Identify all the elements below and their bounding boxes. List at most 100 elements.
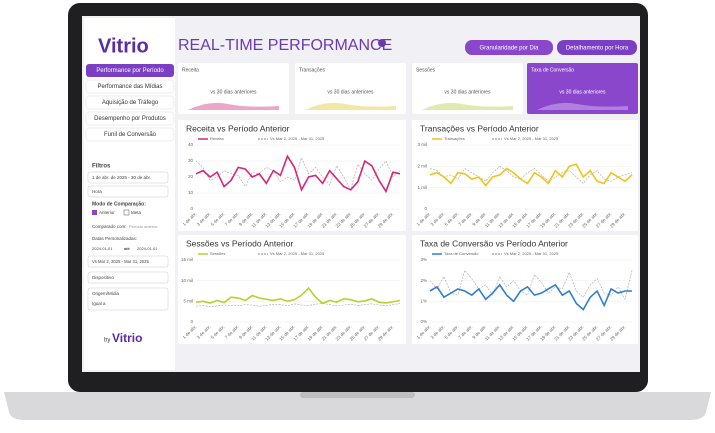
checkbox[interactable]: [92, 210, 97, 215]
kpi-sparkline: [537, 102, 628, 110]
page-title: REAL-TIME PERFORMANCE: [178, 37, 392, 54]
legend-label: Vs Mar 2, 2025 - Mar 31, 2025: [504, 251, 559, 256]
kpi-label: Receita: [182, 67, 199, 73]
y-tick-label: 40: [188, 142, 194, 147]
legend-label: Receita: [210, 136, 224, 141]
chart-title: Transações vs Período Anterior: [420, 123, 539, 133]
kpi-label: Transações: [299, 67, 325, 73]
kpi-note: vs 30 dias anteriores: [444, 89, 491, 95]
menu-item[interactable]: [85, 95, 175, 110]
chart-panel: [412, 120, 638, 231]
menu-label[interactable]: Aquisição de Tráfego: [102, 100, 159, 106]
kpi-sparkline: [422, 102, 513, 110]
button-label[interactable]: Granularidade por Dia: [479, 46, 539, 52]
series-line: [195, 156, 401, 191]
menu-item[interactable]: [85, 79, 175, 94]
legend-label: Vs Mar 2, 2025 - Mar 31, 2025: [504, 136, 559, 141]
legend-label: Transações: [444, 136, 465, 141]
compared-with: Comparado com:: [92, 224, 127, 229]
y-tick-label: 20: [188, 174, 194, 179]
compared-value[interactable]: Período anterior: [129, 224, 158, 229]
filters-title: Filtros: [92, 164, 111, 170]
date-to[interactable]: 2024-01-01: [137, 246, 158, 251]
y-tick-label: 1 mil: [417, 185, 427, 190]
series-line: [429, 283, 632, 311]
menu-label[interactable]: Funil de Conversão: [104, 132, 157, 138]
y-tick-label: 3 mil: [417, 142, 427, 147]
y-tick-label: 5 mil: [183, 299, 193, 304]
compare-range[interactable]: Vs Mar 2, 2025 - Mar 31, 2025: [92, 259, 149, 264]
checkbox[interactable]: [123, 209, 130, 216]
kpi-sparkline: [188, 102, 279, 110]
chart-title: Taxa de Conversão vs Período Anterior: [420, 238, 568, 248]
y-tick-label: 10: [188, 190, 194, 195]
series-line: [195, 154, 401, 194]
operator[interactable]: Igual a: [92, 301, 106, 306]
menu-label[interactable]: Performance por Período: [96, 68, 164, 74]
series-line: [429, 165, 633, 184]
y-tick-label: 15 mil: [181, 257, 193, 262]
y-tick-label: 30: [188, 158, 194, 163]
custom-dates: Datas Personalizadas:: [92, 236, 137, 241]
series-line: [195, 286, 401, 305]
legend-label: Taxa de Conversão: [444, 251, 479, 256]
chart-title: Sessões vs Período Anterior: [186, 238, 293, 248]
chart-panel: [178, 235, 406, 344]
menu-item[interactable]: [86, 64, 174, 77]
logo: Vitrio: [98, 35, 149, 57]
kpi-note: vs 30 dias anteriores: [559, 89, 606, 95]
option[interactable]: Anterior: [99, 210, 115, 215]
kpi-card: [412, 63, 523, 114]
option[interactable]: Meta: [131, 210, 142, 215]
kpi-card: [178, 63, 289, 114]
laptop-notch: [300, 392, 415, 398]
date-range[interactable]: 1 de abr. de 2025 - 30 de abr.: [92, 175, 151, 180]
legend-label: Sessões: [210, 251, 225, 256]
until: até: [124, 246, 131, 251]
select[interactable]: [87, 271, 169, 284]
menu-label[interactable]: Performance das Mídias: [97, 84, 162, 90]
series-line: [195, 303, 401, 308]
kpi-note: vs 30 dias anteriores: [327, 89, 374, 95]
kpi-note: vs 30 dias anteriores: [210, 89, 257, 95]
kpi-card: [527, 63, 638, 114]
y-tick-label: 3%: [420, 257, 427, 262]
select[interactable]: [87, 171, 169, 184]
y-tick-label: 1%: [420, 299, 427, 304]
button[interactable]: [557, 40, 637, 55]
y-tick-label: 2%: [420, 278, 427, 283]
kpi-card: [295, 63, 406, 114]
legend-label: Vs Mar 2, 2025 - Mar 31, 2025: [270, 136, 325, 141]
chart-title: Receita vs Período Anterior: [186, 123, 290, 133]
series-line: [429, 163, 633, 187]
kpi-sparkline: [305, 102, 396, 110]
date-from[interactable]: 2024-01-01: [92, 246, 113, 251]
kpi-label: Sessões: [416, 67, 436, 73]
source[interactable]: Origem/Mídia: [92, 291, 120, 296]
y-tick-label: 0: [190, 206, 193, 211]
select[interactable]: [87, 255, 169, 268]
kpi-label: Taxa de Conversão: [531, 67, 574, 73]
series-line: [429, 269, 633, 301]
y-tick-label: 2 mil: [417, 164, 427, 169]
laptop-base: [4, 392, 711, 420]
device[interactable]: Dispositivo: [92, 275, 114, 280]
select[interactable]: [87, 287, 169, 311]
y-tick-label: 0: [424, 206, 427, 211]
footer-by: by: [104, 338, 110, 344]
menu-item[interactable]: [85, 127, 175, 142]
select[interactable]: [87, 185, 169, 198]
menu-item[interactable]: [85, 111, 175, 126]
y-tick-label: 0: [190, 319, 193, 324]
granularity[interactable]: Hora: [92, 189, 102, 194]
comparison-label: Modo de Comparação:: [92, 201, 146, 207]
button[interactable]: [465, 40, 553, 55]
info-icon[interactable]: [378, 39, 386, 47]
y-tick-label: 10 mil: [181, 278, 193, 283]
y-tick-label: 0%: [420, 319, 427, 324]
menu-label[interactable]: Desempenho por Produtos: [94, 116, 166, 122]
chart-panel: [412, 235, 638, 344]
footer-logo: Vitrio: [112, 331, 142, 345]
button-label[interactable]: Detalhamento por Hora: [566, 46, 629, 52]
